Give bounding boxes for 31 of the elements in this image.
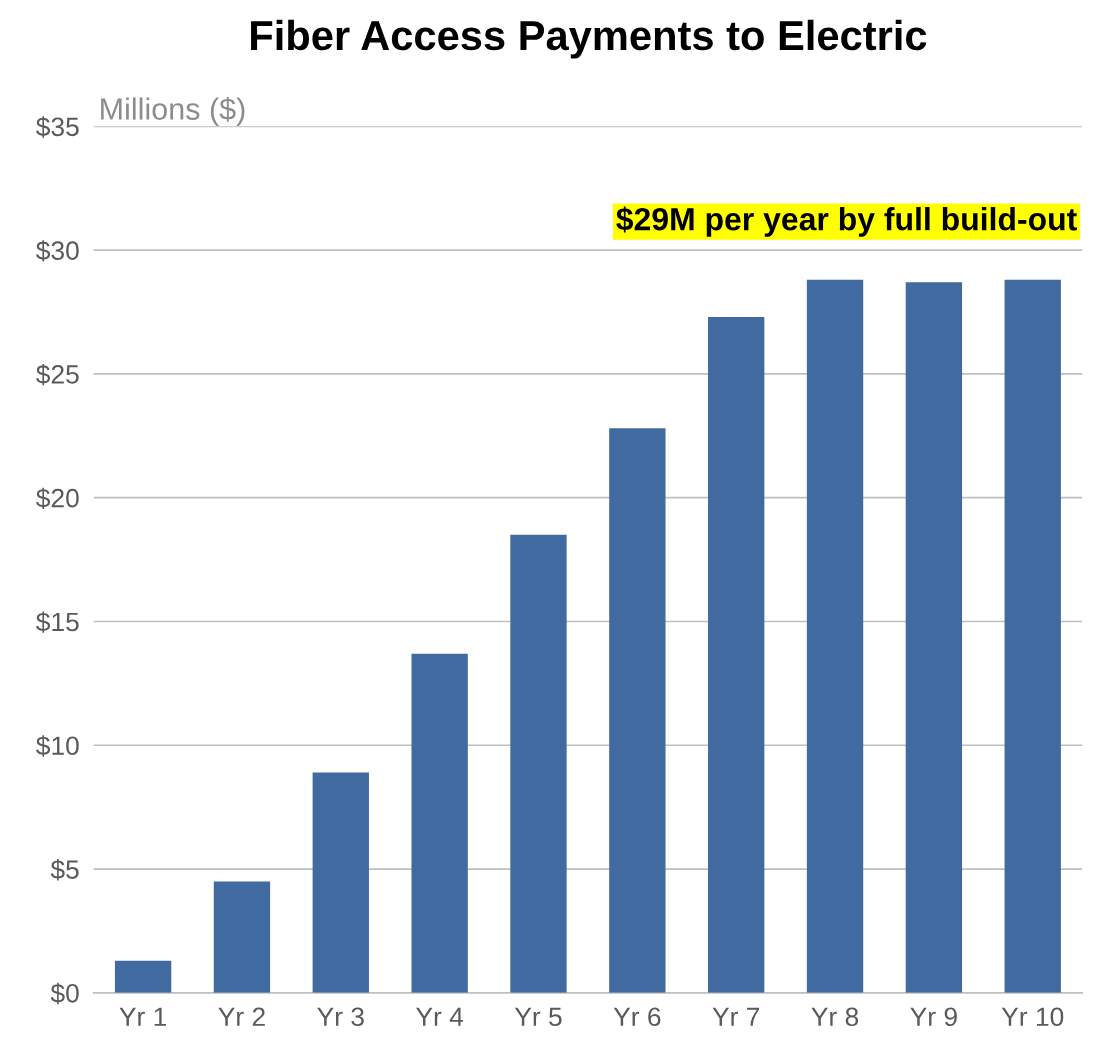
x-tick-label: Yr 6 [613,1007,661,1027]
x-tick-label: Yr 3 [317,1007,364,1027]
y-tick-label: $35 [36,116,79,138]
bar [708,316,765,993]
y-tick-label: $20 [36,487,79,510]
bar [312,772,369,993]
x-tick-label: Yr 9 [910,1007,957,1027]
y-tick-label: $15 [36,611,79,633]
chart-title: Fiber Access Payments to Electric [251,19,927,59]
bar [905,282,963,993]
x-tick-label: Yr 2 [218,1007,265,1026]
y-tick-label: $0 [50,982,79,1005]
bar [510,534,567,993]
x-tick-label: Yr 10 [1001,1007,1064,1027]
y-tick-label: $25 [36,363,79,386]
x-tick-label: Yr 1 [119,1007,167,1026]
bar [1004,279,1061,993]
x-tick-label: Yr 8 [811,1007,859,1027]
bar [114,960,172,993]
x-tick-label: Yr 7 [712,1007,760,1026]
y-tick-label: $10 [36,735,79,757]
annotation: $29M per year by full build-out [616,206,1077,237]
bar [806,279,864,993]
bar [411,653,468,993]
y-tick-label: $5 [50,859,79,881]
y-axis-title: Millions ($) [101,96,245,126]
bar [609,428,666,993]
x-tick-label: Yr 5 [514,1007,562,1027]
x-tick-label: Yr 4 [416,1007,464,1026]
y-tick-label: $30 [36,240,79,262]
bar [213,881,271,993]
